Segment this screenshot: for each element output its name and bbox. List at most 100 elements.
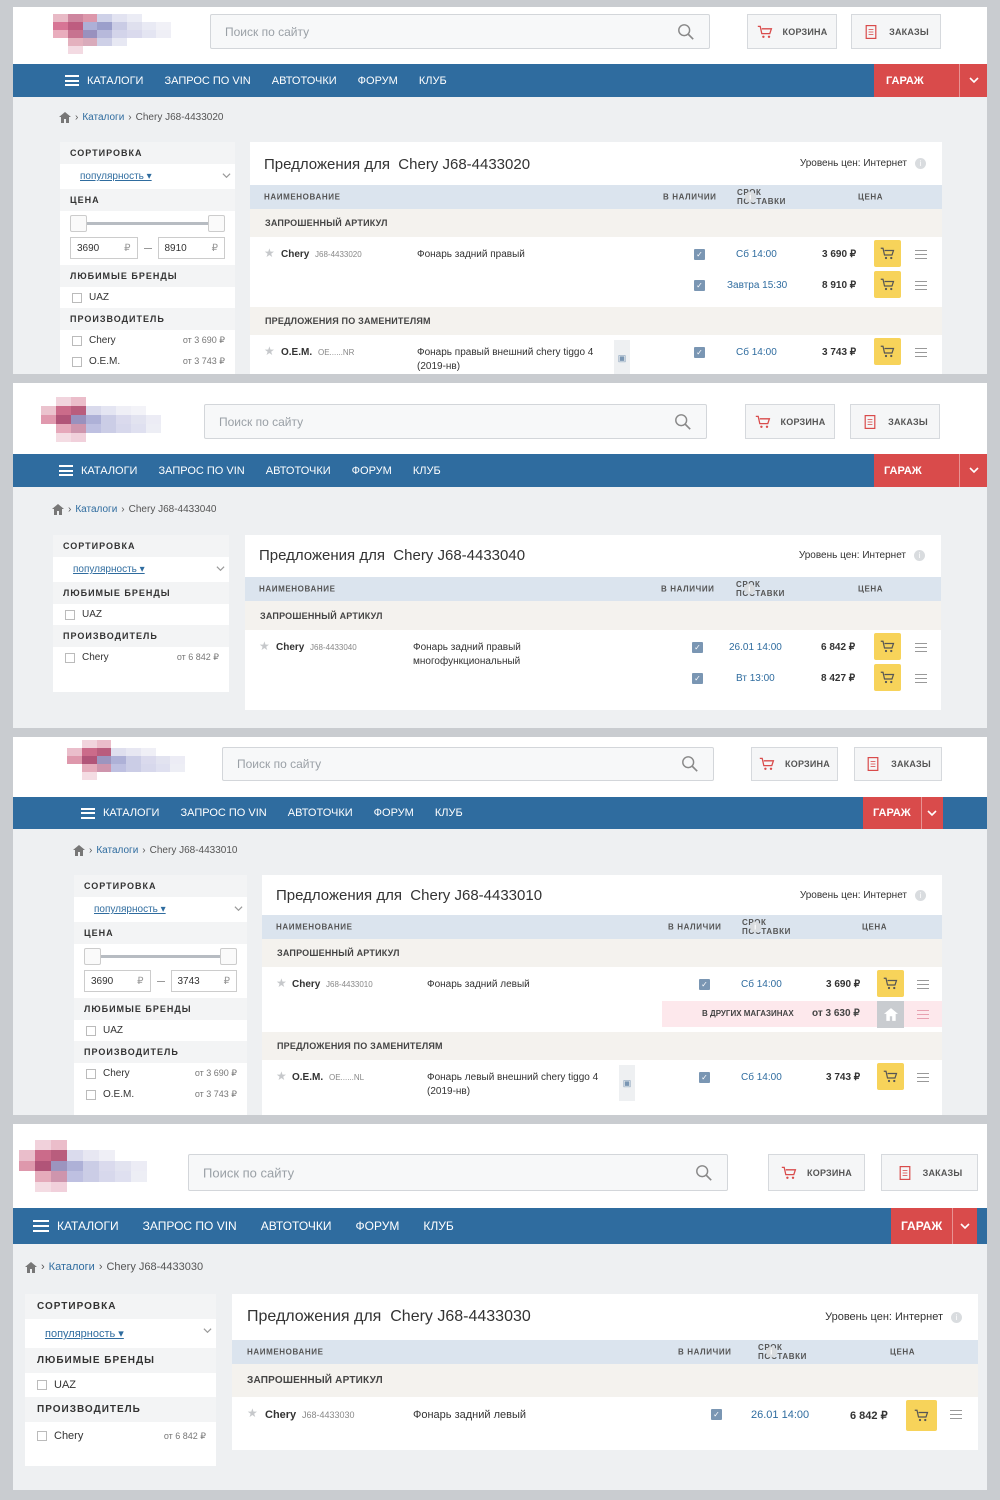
site-logo[interactable] [53,14,171,54]
star-icon[interactable]: ★ [259,639,270,653]
details-menu-icon[interactable] [950,1410,962,1420]
star-icon[interactable]: ★ [276,976,287,990]
price-slider-max-handle[interactable] [220,948,237,965]
brand-checkbox-uaz[interactable]: UAZ [60,287,235,308]
search-icon[interactable] [677,23,695,41]
search-input[interactable]: Поиск по сайту [210,14,710,49]
menu-icon[interactable] [65,75,79,86]
add-to-cart-button[interactable] [874,240,901,267]
details-menu-icon[interactable] [917,1073,929,1083]
checkbox[interactable] [65,609,75,620]
sort-select[interactable]: популярность ▾ [60,164,235,189]
sort-select[interactable]: популярность ▾ [74,897,247,922]
info-icon[interactable]: i [745,191,756,203]
price-max-input[interactable]: 3743 ₽ [170,970,237,992]
price-slider[interactable] [70,215,225,232]
add-to-cart-button[interactable] [877,1063,904,1090]
search-icon[interactable] [681,755,699,773]
info-icon[interactable]: i [766,1346,777,1358]
chevron-down-icon[interactable] [920,797,943,829]
other-stores-bar[interactable]: В ДРУГИХ МАГАЗИНАХ от 3 630 ₽ [662,1001,942,1028]
sort-select[interactable]: популярность ▾ [53,557,229,582]
garage-button[interactable]: ГАРАЖ [891,1208,977,1244]
garage-button[interactable]: ГАРАЖ [874,454,987,487]
price-min-input[interactable]: 3690 ₽ [70,237,138,259]
breadcrumb-catalogs[interactable]: Каталоги [48,1261,95,1273]
site-logo[interactable] [19,1140,147,1192]
photo-icon[interactable]: ▣ [619,1065,635,1101]
checkbox[interactable] [37,1380,47,1390]
nav-vin-request[interactable]: ЗАПРОС ПО VIN [142,1219,237,1233]
checkbox[interactable] [65,652,75,663]
checkbox[interactable] [86,1068,96,1079]
cart-button[interactable]: КОРЗИНА [747,14,837,49]
price-slider-min-handle[interactable] [84,948,101,965]
details-menu-icon[interactable] [915,674,927,684]
price-slider[interactable] [84,948,237,965]
star-icon[interactable]: ★ [247,1406,258,1420]
info-icon[interactable]: i [914,550,925,561]
manufacturer-checkbox[interactable]: Chery от 6 842 ₽ [25,1422,216,1450]
nav-vin-request[interactable]: ЗАПРОС ПО VIN [164,74,251,87]
manufacturer-checkbox[interactable]: Chery от 3 690 ₽ [74,1063,247,1084]
nav-forum[interactable]: ФОРУМ [355,1219,400,1233]
sort-select[interactable]: популярность ▾ [25,1319,216,1348]
info-icon[interactable]: i [915,158,926,169]
nav-forum[interactable]: ФОРУМ [351,464,392,477]
site-logo[interactable] [41,397,161,442]
nav-club[interactable]: КЛУБ [434,807,463,819]
nav-club[interactable]: КЛУБ [418,74,447,87]
site-logo[interactable] [67,740,185,780]
chevron-down-icon[interactable] [952,1208,977,1244]
brand-checkbox-uaz[interactable]: UAZ [74,1020,247,1041]
menu-icon[interactable] [59,465,73,476]
add-to-cart-button[interactable] [877,970,904,997]
checkbox[interactable] [37,1431,47,1441]
star-icon[interactable]: ★ [276,1069,287,1083]
manufacturer-checkbox[interactable]: O.E.M. от 3 743 ₽ [74,1084,247,1105]
price-slider-max-handle[interactable] [208,215,225,232]
add-to-cart-button[interactable] [906,1400,937,1431]
info-icon[interactable]: i [744,583,755,595]
nav-autopoints[interactable]: АВТОТОЧКИ [260,1219,332,1233]
details-menu-icon[interactable] [915,281,927,291]
checkbox[interactable] [86,1089,96,1100]
checkbox[interactable] [72,292,82,303]
menu-icon[interactable] [81,807,95,819]
breadcrumb-catalogs[interactable]: Каталоги [75,504,118,515]
price-max-input[interactable]: 8910 ₽ [157,237,225,259]
nav-autopoints[interactable]: АВТОТОЧКИ [271,74,337,87]
brand-checkbox-uaz[interactable]: UAZ [53,604,229,625]
add-to-cart-button[interactable] [874,338,901,365]
star-icon[interactable]: ★ [264,344,275,358]
manufacturer-checkbox[interactable]: Chery от 3 690 ₽ [60,330,235,351]
manufacturer-checkbox[interactable]: Chery от 6 842 ₽ [53,647,229,668]
checkbox[interactable] [86,1025,96,1036]
search-input[interactable]: Поиск по сайту [188,1154,728,1191]
search-input[interactable]: Поиск по сайту [204,404,707,439]
add-to-cart-button[interactable] [874,664,901,691]
home-icon[interactable] [59,112,71,123]
home-icon[interactable] [73,845,85,856]
search-icon[interactable] [674,413,692,431]
manufacturer-checkbox[interactable]: O.E.M. от 3 743 ₽ [60,351,235,372]
home-icon[interactable] [52,504,64,515]
nav-catalogs[interactable]: КАТАЛОГИ [103,807,160,819]
home-icon[interactable] [25,1261,37,1273]
photo-icon[interactable]: ▣ [614,340,630,374]
info-icon[interactable]: i [750,921,761,933]
checkbox[interactable] [72,335,82,346]
orders-button[interactable]: ЗАКАЗЫ [881,1154,978,1191]
details-menu-icon[interactable] [915,348,927,358]
cart-button[interactable]: КОРЗИНА [751,747,838,781]
brand-checkbox-uaz[interactable]: UAZ [25,1373,216,1397]
nav-catalogs[interactable]: КАТАЛОГИ [81,464,138,477]
chevron-down-icon[interactable] [959,64,987,97]
chevron-down-icon[interactable] [959,454,987,487]
details-menu-icon[interactable] [917,1010,929,1020]
menu-icon[interactable] [33,1220,49,1232]
nav-club[interactable]: КЛУБ [412,464,441,477]
orders-button[interactable]: ЗАКАЗЫ [851,14,941,49]
breadcrumb-catalogs[interactable]: Каталоги [96,845,139,856]
nav-vin-request[interactable]: ЗАПРОС ПО VIN [158,464,245,477]
